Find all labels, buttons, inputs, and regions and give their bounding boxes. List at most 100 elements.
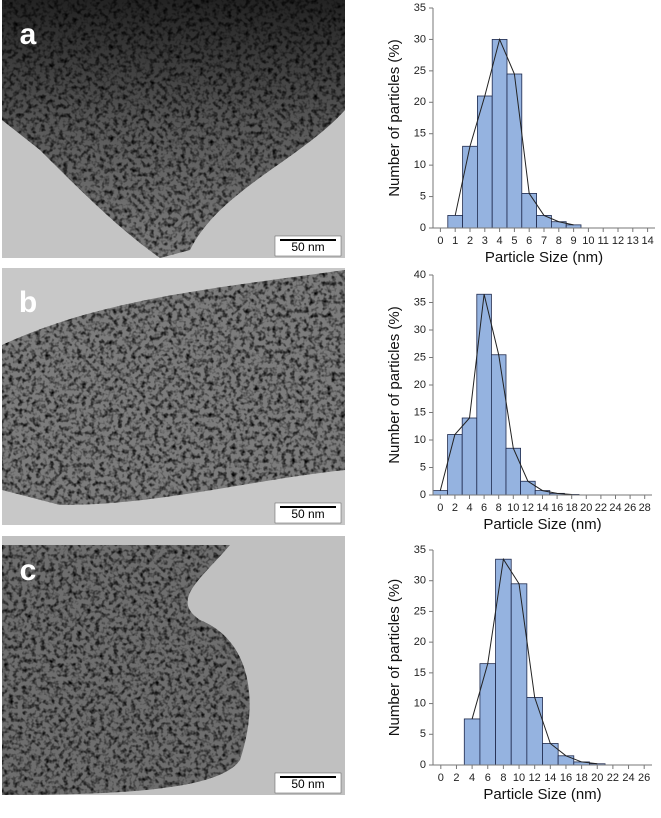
y-tick-label: 20 xyxy=(414,379,426,391)
y-tick-label: 10 xyxy=(414,434,426,446)
y-tick-label: 30 xyxy=(414,33,426,45)
bar xyxy=(479,663,496,766)
y-tick-label: 40 xyxy=(414,269,426,281)
y-tick-label: 25 xyxy=(414,351,426,363)
bar xyxy=(447,434,463,496)
panel-label: a xyxy=(20,18,37,51)
x-tick-label: 4 xyxy=(497,235,503,247)
frequency-line xyxy=(439,294,572,495)
frequency-line xyxy=(454,37,574,226)
x-tick-label: 6 xyxy=(526,235,532,247)
x-tick-label: 14 xyxy=(536,502,548,514)
y-tick-label: 30 xyxy=(414,324,426,336)
x-tick-label: 7 xyxy=(541,235,547,247)
x-tick-label: 2 xyxy=(453,772,459,784)
bar xyxy=(461,417,478,496)
x-tick-label: 13 xyxy=(627,235,639,247)
x-axis-title: Particle Size (nm) xyxy=(483,516,601,533)
x-axis-title: Particle Size (nm) xyxy=(483,786,601,803)
x-tick-label: 12 xyxy=(522,502,534,514)
y-tick-label: 5 xyxy=(420,728,426,740)
x-tick-label: 11 xyxy=(597,235,608,247)
x-tick-label: 26 xyxy=(638,772,650,784)
bar xyxy=(495,558,512,766)
y-tick-label: 5 xyxy=(420,190,426,202)
x-tick-label: 18 xyxy=(575,772,587,784)
y-tick-label: 10 xyxy=(414,697,426,709)
panel-label: c xyxy=(20,554,37,587)
bar xyxy=(476,293,492,496)
y-axis-title: Number of particles (%) xyxy=(386,579,403,737)
y-axis-title: Number of particles (%) xyxy=(386,306,403,464)
x-tick-label: 2 xyxy=(467,235,473,247)
bar xyxy=(462,145,478,229)
bar xyxy=(510,583,528,766)
y-tick-label: 5 xyxy=(420,461,426,473)
x-tick-label: 0 xyxy=(437,502,443,514)
x-tick-label: 18 xyxy=(566,502,578,514)
tem-image-b xyxy=(2,268,345,525)
y-tick-label: 0 xyxy=(420,222,426,234)
y-axis-title: Number of particles (%) xyxy=(386,39,403,197)
bar xyxy=(506,73,523,229)
x-tick-label: 20 xyxy=(580,502,592,514)
x-tick-label: 28 xyxy=(639,502,651,514)
x-tick-label: 10 xyxy=(507,502,519,514)
frequency-line xyxy=(471,557,598,765)
y-tick-label: 35 xyxy=(414,544,426,556)
bar xyxy=(542,743,559,766)
y-tick-label: 0 xyxy=(420,759,426,771)
x-tick-label: 8 xyxy=(556,235,562,247)
x-tick-label: 2 xyxy=(452,502,458,514)
y-tick-label: 15 xyxy=(414,128,426,140)
x-tick-label: 6 xyxy=(485,772,491,784)
x-tick-label: 24 xyxy=(609,502,621,514)
x-tick-label: 16 xyxy=(551,502,563,514)
y-tick-label: 15 xyxy=(414,406,426,418)
x-tick-label: 22 xyxy=(607,772,619,784)
x-tick-label: 0 xyxy=(437,235,443,247)
x-tick-label: 4 xyxy=(469,772,475,784)
x-tick-label: 1 xyxy=(452,235,458,247)
bar xyxy=(490,354,507,496)
y-tick-label: 20 xyxy=(414,96,426,108)
y-tick-label: 25 xyxy=(414,605,426,617)
y-tick-label: 35 xyxy=(414,2,426,14)
x-tick-label: 20 xyxy=(591,772,603,784)
x-tick-label: 5 xyxy=(511,235,517,247)
x-tick-label: 3 xyxy=(482,235,488,247)
scale-bar-label: 50 nm xyxy=(291,507,324,521)
x-tick-label: 24 xyxy=(622,772,634,784)
tem-image-a xyxy=(2,0,345,258)
bar xyxy=(432,490,449,496)
x-tick-label: 9 xyxy=(571,235,577,247)
bar xyxy=(491,39,508,229)
y-tick-label: 30 xyxy=(414,575,426,587)
y-tick-label: 0 xyxy=(420,489,426,501)
bar xyxy=(463,718,481,766)
bar xyxy=(521,193,537,229)
x-tick-label: 14 xyxy=(544,772,556,784)
y-tick-label: 15 xyxy=(414,667,426,679)
y-tick-label: 20 xyxy=(414,636,426,648)
bar xyxy=(557,755,575,766)
y-tick-label: 25 xyxy=(414,65,426,77)
bar xyxy=(526,697,543,766)
x-tick-label: 0 xyxy=(438,772,444,784)
x-tick-label: 6 xyxy=(481,502,487,514)
y-tick-label: 10 xyxy=(414,159,426,171)
x-tick-label: 8 xyxy=(496,502,502,514)
x-tick-label: 22 xyxy=(595,502,607,514)
bar xyxy=(505,447,522,496)
x-tick-label: 16 xyxy=(560,772,572,784)
scale-bar-label: 50 nm xyxy=(291,240,324,254)
y-tick-label: 35 xyxy=(414,296,426,308)
bar xyxy=(447,215,463,229)
bar xyxy=(476,95,493,229)
x-tick-label: 14 xyxy=(641,235,653,247)
x-axis-title: Particle Size (nm) xyxy=(485,249,603,266)
panel-label: b xyxy=(19,286,37,319)
scale-bar-label: 50 nm xyxy=(291,777,324,791)
x-tick-label: 12 xyxy=(612,235,624,247)
